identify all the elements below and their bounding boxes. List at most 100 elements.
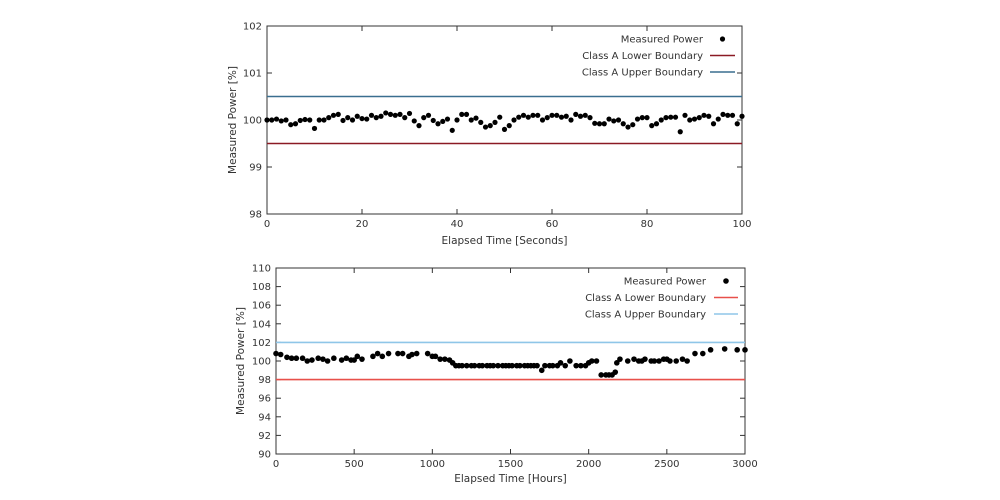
x-tick-label: 0 — [273, 459, 279, 470]
measured-power-point — [471, 362, 478, 369]
measured-power-point — [587, 115, 593, 121]
measured-power-point — [304, 358, 311, 364]
measured-power-point — [706, 113, 712, 119]
y-tick-label: 90 — [258, 450, 271, 461]
measured-power-point — [563, 113, 569, 119]
measured-power-point — [302, 116, 308, 123]
measured-power-point — [582, 112, 588, 118]
measured-power-point — [739, 113, 745, 119]
measured-power-point — [615, 117, 622, 123]
y-tick-label: 98 — [258, 375, 271, 386]
measured-power-point — [497, 114, 503, 120]
measured-power-point — [639, 115, 645, 121]
measured-power-point — [335, 111, 341, 117]
measured-power-point — [416, 123, 422, 129]
y-tick-label: 101 — [243, 69, 262, 80]
measured-power-point — [442, 356, 448, 362]
x-tick-label: 1000 — [420, 459, 445, 470]
measured-power-point — [399, 350, 406, 357]
legend-label: Class A Upper Boundary — [582, 68, 703, 79]
x-tick-label: 2500 — [654, 459, 679, 470]
measured-power-point — [577, 113, 584, 119]
y-axis-label: Measured Power [%] — [227, 66, 239, 174]
measured-power-point — [734, 347, 740, 353]
measured-power-point — [459, 111, 465, 117]
measured-power-point — [326, 115, 332, 121]
measured-power-point — [437, 356, 443, 362]
measured-power-point — [364, 116, 370, 122]
measured-power-point — [734, 121, 740, 127]
y-tick-label: 104 — [252, 319, 271, 330]
measured-power-point — [425, 112, 432, 118]
measured-power-point — [617, 356, 623, 362]
measured-power-point — [684, 358, 690, 364]
measured-power-point — [596, 121, 603, 127]
legend-label: Class A Upper Boundary — [585, 310, 706, 321]
measured-power-point — [292, 121, 299, 127]
measured-power-point — [392, 112, 398, 118]
measured-power-point — [459, 362, 465, 369]
y-tick-label: 96 — [258, 394, 271, 405]
measured-power-point — [539, 117, 546, 123]
measured-power-point — [573, 362, 579, 369]
measured-power-point — [598, 372, 604, 378]
measured-power-point — [715, 116, 721, 122]
measured-power-point — [424, 350, 431, 357]
measured-power-point — [309, 357, 315, 363]
measured-power-point — [370, 353, 376, 360]
measured-power-point — [383, 110, 389, 116]
measured-power-point — [614, 360, 620, 366]
measured-power-point — [644, 115, 650, 121]
measured-power-point — [479, 362, 486, 369]
y-tick-label: 99 — [249, 163, 262, 174]
x-tick-label: 500 — [345, 459, 364, 470]
measured-power-point — [264, 117, 270, 123]
measured-power-point — [624, 358, 631, 364]
measured-power-point — [338, 357, 345, 363]
measured-power-point — [273, 116, 280, 122]
measured-power-point — [630, 122, 636, 128]
measured-power-point — [288, 355, 295, 362]
measured-power-point — [406, 110, 413, 117]
measured-power-point — [413, 350, 420, 357]
x-tick-label: 2000 — [576, 459, 601, 470]
measured-power-point — [432, 353, 439, 360]
measured-power-point — [397, 111, 403, 117]
measured-power-point — [354, 113, 360, 119]
measured-power-point — [593, 358, 600, 364]
measured-power-point — [421, 115, 427, 121]
measured-power-point — [612, 369, 619, 375]
measured-power-point — [359, 115, 365, 122]
measured-power-point — [354, 353, 361, 360]
measured-power-point — [558, 114, 565, 120]
legend-label: Measured Power — [621, 35, 704, 46]
measured-power-point — [592, 120, 598, 126]
measured-power-point — [501, 126, 508, 132]
measured-power-point — [557, 360, 564, 366]
measured-power-point — [534, 362, 540, 369]
legend-marker-point — [719, 36, 726, 42]
measured-power-point — [343, 355, 350, 362]
x-tick-label: 1500 — [498, 459, 523, 470]
measured-power-point — [611, 118, 617, 124]
measured-power-point — [667, 358, 673, 364]
measured-power-point — [311, 125, 318, 132]
measured-power-point — [351, 357, 357, 363]
measured-power-point — [651, 358, 658, 364]
y-axis-label: Measured Power [%] — [235, 307, 247, 415]
legend-marker-point — [723, 278, 729, 284]
measured-power-point — [710, 121, 717, 127]
measured-power-point — [454, 117, 460, 123]
measured-power-point — [691, 116, 698, 122]
measured-power-point — [378, 113, 384, 119]
measured-power-point — [721, 346, 728, 352]
measured-power-point — [468, 117, 474, 123]
measured-power-point — [696, 115, 702, 121]
y-tick-label: 98 — [249, 210, 262, 221]
x-axis-label: Elapsed Time [Hours] — [454, 473, 567, 485]
measured-power-point — [463, 362, 470, 369]
measured-power-point — [642, 356, 648, 362]
measured-power-point — [673, 358, 680, 364]
x-tick-label: 80 — [641, 219, 654, 230]
